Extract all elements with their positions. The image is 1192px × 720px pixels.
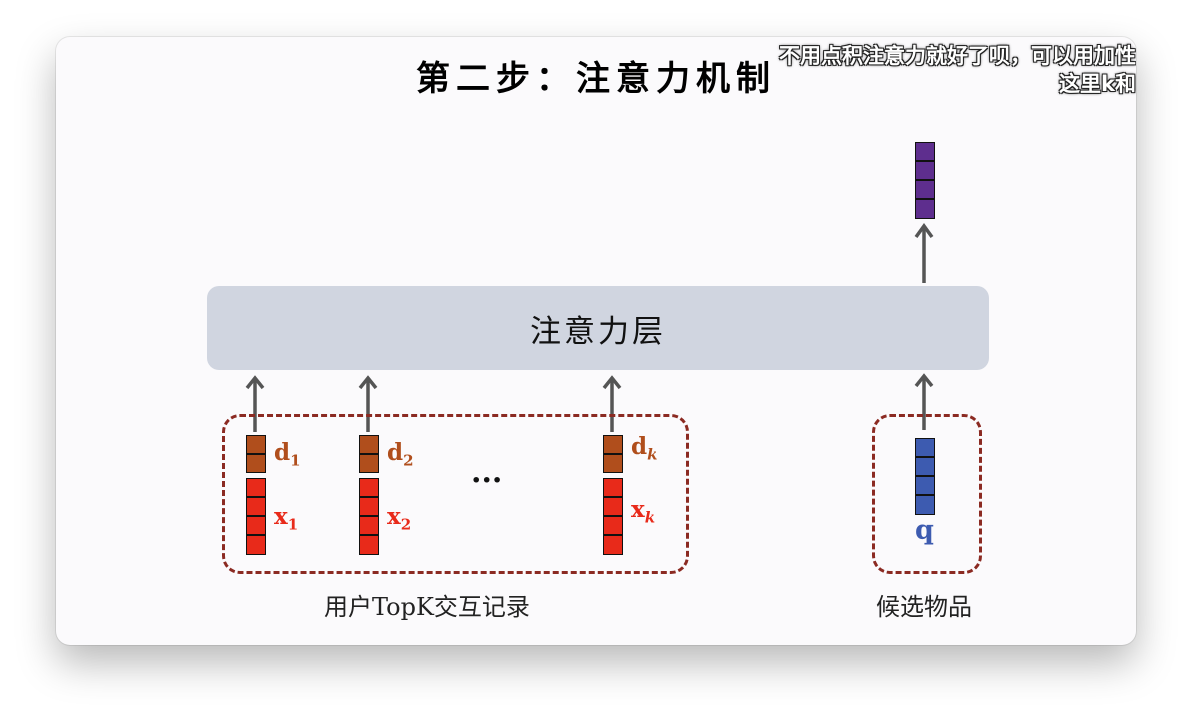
x2-label: x2 bbox=[387, 503, 412, 534]
input-arrow-q-icon bbox=[914, 373, 934, 430]
d1-vector bbox=[246, 435, 266, 473]
x1-vector bbox=[246, 478, 266, 555]
x2-vector bbox=[359, 478, 379, 555]
output-arrow-icon bbox=[914, 223, 934, 283]
dk-label: dk bbox=[631, 433, 658, 464]
ellipsis: ··· bbox=[471, 463, 503, 498]
candidate-group-border bbox=[872, 414, 982, 574]
history-caption: 用户TopK交互记录 bbox=[324, 593, 530, 621]
d2-vector bbox=[359, 435, 379, 473]
q-label: q bbox=[915, 515, 934, 546]
input-arrow-2-icon bbox=[358, 375, 378, 432]
xk-label: xk bbox=[631, 496, 656, 527]
slide-title: 第二步：注意力机制 bbox=[416, 59, 776, 99]
subtitle-line-2: 这里k和 bbox=[1059, 72, 1136, 96]
input-arrow-1-icon bbox=[245, 375, 265, 432]
slide-window: 第二步：注意力机制 不用点积注意力就好了呗，可以用加性 这里k和 注意力层 bbox=[56, 37, 1136, 645]
attention-layer-label: 注意力层 bbox=[530, 313, 666, 350]
output-vector bbox=[915, 142, 935, 219]
subtitle-overlay: 不用点积注意力就好了呗，可以用加性 这里k和 bbox=[779, 42, 1136, 98]
candidate-caption: 候选物品 bbox=[876, 593, 972, 621]
d1-label: d1 bbox=[274, 439, 301, 470]
d2-label: d2 bbox=[387, 439, 414, 470]
xk-vector bbox=[603, 478, 623, 555]
subtitle-line-1: 不用点积注意力就好了呗，可以用加性 bbox=[779, 44, 1136, 68]
history-group-border bbox=[222, 414, 689, 574]
attention-layer-box: 注意力层 bbox=[207, 286, 989, 370]
input-arrow-k-icon bbox=[602, 375, 622, 432]
x1-label: x1 bbox=[274, 503, 299, 534]
dk-vector bbox=[603, 435, 623, 473]
q-vector bbox=[915, 438, 935, 515]
